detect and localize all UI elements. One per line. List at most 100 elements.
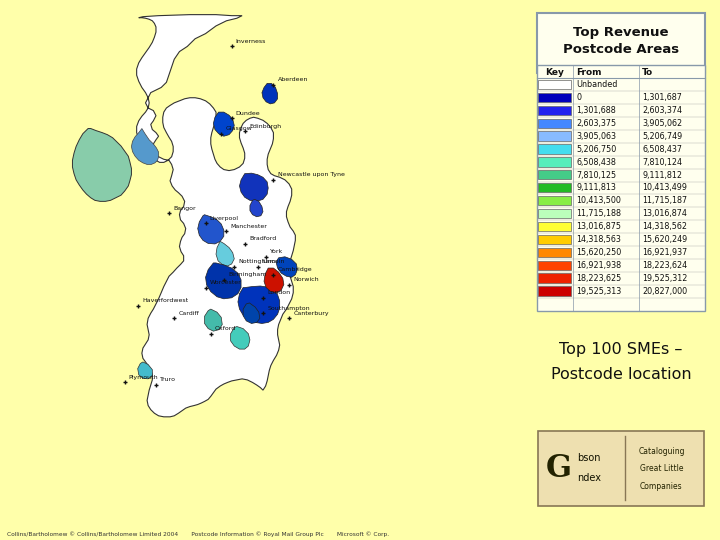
Polygon shape [276,256,297,278]
Text: 19,525,312: 19,525,312 [642,274,688,283]
Text: Truro: Truro [160,377,176,382]
Text: Great Little: Great Little [639,464,683,472]
Polygon shape [198,215,224,244]
Text: Lincoln: Lincoln [262,259,284,265]
Bar [539,209,571,218]
Text: bson: bson [577,453,600,463]
Text: Cardiff: Cardiff [179,310,199,316]
Text: 20,827,000: 20,827,000 [642,287,687,296]
Text: 14,318,562: 14,318,562 [642,222,687,231]
Text: Bangor: Bangor [174,206,196,211]
Text: York: York [270,249,283,254]
Bar [539,286,571,296]
Text: 11,715,187: 11,715,187 [642,197,687,205]
Bar [539,222,571,231]
Text: Birmingham: Birmingham [228,272,266,277]
Text: Cataloguing: Cataloguing [638,447,685,456]
Polygon shape [250,199,263,217]
Text: 1,301,688: 1,301,688 [576,106,616,115]
Text: 19,525,313: 19,525,313 [576,287,621,296]
Bar [539,80,571,89]
Bar [539,157,571,166]
Bar [539,170,571,179]
Bar [539,93,571,102]
Text: Dundee: Dundee [236,111,261,116]
Text: Nottingham: Nottingham [238,259,276,265]
Polygon shape [213,112,234,136]
Polygon shape [230,327,250,349]
Bar [539,248,571,257]
Text: Haverfordwest: Haverfordwest [142,298,188,303]
Text: 0: 0 [576,93,581,102]
Text: 6,508,438: 6,508,438 [576,158,616,167]
Text: 5,206,750: 5,206,750 [576,145,616,154]
Text: Plymouth: Plymouth [129,375,158,380]
Polygon shape [216,241,234,266]
Bar [539,183,571,192]
Polygon shape [238,286,279,323]
Text: London: London [267,290,290,295]
Text: 16,921,937: 16,921,937 [642,248,688,257]
Text: 15,620,249: 15,620,249 [642,235,688,244]
Text: Key: Key [546,68,564,77]
Bar [539,196,571,205]
Text: Canterbury: Canterbury [293,310,329,316]
Polygon shape [264,268,284,293]
Text: Collins/Bartholomew © Collins/Bartholomew Limited 2004       Postcode Informatio: Collins/Bartholomew © Collins/Bartholome… [7,532,390,537]
Text: Southampton: Southampton [267,306,310,310]
Text: 9,111,813: 9,111,813 [576,184,616,192]
Text: Worcester: Worcester [210,280,241,285]
Text: Companies: Companies [640,482,683,491]
Polygon shape [240,173,268,201]
Text: 1,301,687: 1,301,687 [642,93,682,102]
Text: 3,905,062: 3,905,062 [642,119,683,128]
Text: 13,016,874: 13,016,874 [642,210,687,218]
Polygon shape [243,303,260,323]
Text: Cambridge: Cambridge [278,267,312,272]
Text: Glasgow: Glasgow [225,126,252,131]
FancyBboxPatch shape [539,431,703,505]
Text: 9,111,812: 9,111,812 [642,171,682,180]
Text: 13,016,875: 13,016,875 [576,222,621,231]
Text: Norwich: Norwich [293,278,319,282]
Text: Edinburgh: Edinburgh [249,124,281,129]
Text: 10,413,500: 10,413,500 [576,197,621,205]
Text: 2,603,375: 2,603,375 [576,119,616,128]
Polygon shape [137,15,295,417]
Polygon shape [73,129,132,201]
Text: 3,905,063: 3,905,063 [576,132,616,141]
Text: Aberdeen: Aberdeen [278,77,308,82]
Bar [539,118,571,128]
Text: 5,206,749: 5,206,749 [642,132,683,141]
Text: 18,223,624: 18,223,624 [642,261,687,270]
Text: Inverness: Inverness [236,39,266,44]
Text: Newcastle upon Tyne: Newcastle upon Tyne [278,172,344,177]
Bar [539,235,571,244]
Text: To: To [642,68,653,77]
Bar [539,131,571,141]
Text: 15,620,250: 15,620,250 [576,248,621,257]
Polygon shape [204,309,222,331]
Text: Top 100 SMEs –
Postcode location: Top 100 SMEs – Postcode location [551,342,691,382]
Polygon shape [206,263,241,299]
Text: 6,508,437: 6,508,437 [642,145,682,154]
Text: 10,413,499: 10,413,499 [642,184,687,192]
Text: Oxford: Oxford [215,326,236,331]
Polygon shape [132,129,158,164]
Text: Top Revenue
Postcode Areas: Top Revenue Postcode Areas [563,26,679,56]
Text: Liverpool: Liverpool [210,216,239,221]
Text: 2,603,374: 2,603,374 [642,106,682,115]
Text: G: G [546,453,572,484]
Text: 18,223,625: 18,223,625 [576,274,621,283]
Text: From: From [576,68,601,77]
FancyBboxPatch shape [536,12,706,73]
Text: 7,810,125: 7,810,125 [576,171,616,180]
Bar [539,144,571,154]
Text: ndex: ndex [577,474,601,483]
Text: 7,810,124: 7,810,124 [642,158,682,167]
Text: Manchester: Manchester [230,224,268,228]
Polygon shape [262,83,278,104]
Text: Bradford: Bradford [249,237,276,241]
Text: 11,715,188: 11,715,188 [576,210,621,218]
Text: Unbanded: Unbanded [576,80,617,89]
